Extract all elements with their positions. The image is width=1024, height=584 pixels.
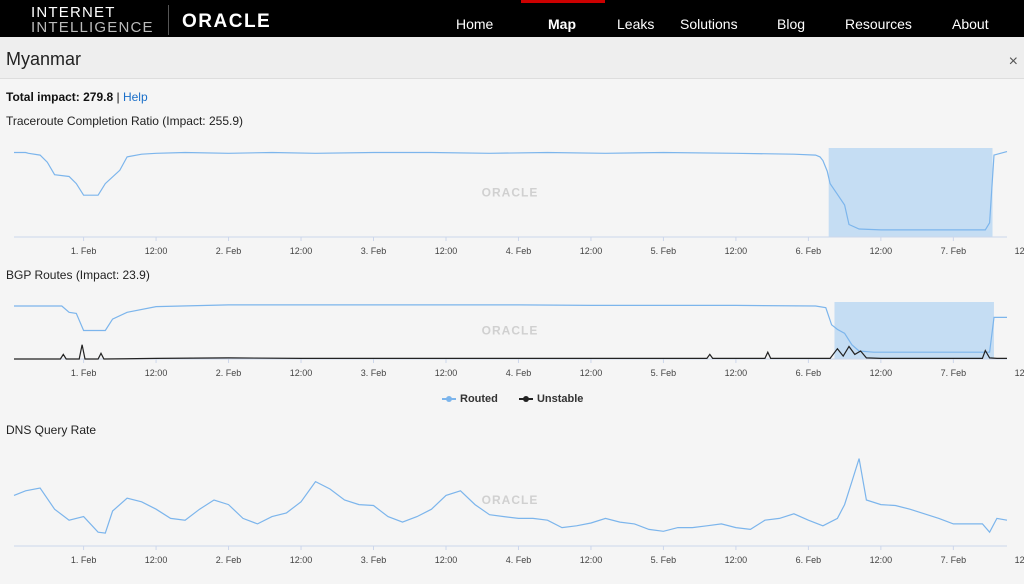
brand-logo[interactable]: INTERNET INTELLIGENCE (31, 5, 154, 35)
help-link[interactable]: Help (122, 90, 148, 104)
x-tick-label: 12:00 (145, 368, 168, 378)
outage-highlight-band (828, 148, 993, 237)
bgp-routes-chart[interactable]: ORACLE 1. Feb 12:00 2. Feb 12:00 3. Feb 12:00 4… (0, 294, 1024, 386)
x-tick-label: 4. Feb (506, 555, 532, 565)
nav-about[interactable]: About (952, 16, 989, 32)
x-tick-label: 6. Feb (796, 368, 822, 378)
x-tick-label: 6. Feb (796, 555, 822, 565)
x-tick-label: 12:00 (290, 555, 313, 565)
legend-routed[interactable]: Routed (442, 393, 498, 405)
outage-highlight-band (834, 302, 994, 359)
oracle-watermark: ORACLE (482, 493, 539, 507)
x-tick-label: 1. Feb (71, 555, 97, 565)
nav-resources[interactable]: Resources (845, 16, 912, 32)
legend-unstable[interactable]: Unstable (518, 393, 584, 405)
x-tick-label: 2. Feb (216, 555, 242, 565)
dns-rate-line[interactable] (13, 458, 1008, 534)
brand-line-1: INTERNET (31, 4, 116, 21)
x-tick-label: 2. Feb (216, 246, 242, 256)
total-impact-label: Total impact: 279.8 (6, 90, 114, 104)
bgp-legend: Routed Unstable (442, 393, 601, 405)
panel-header: Myanmar × (0, 37, 1024, 79)
close-icon[interactable]: × (1008, 53, 1018, 70)
nav-blog[interactable]: Blog (777, 16, 806, 32)
x-tick-label: 12:00 (1015, 555, 1024, 565)
x-tick-label: 6. Feb (796, 246, 822, 256)
traceroute-chart-title: Traceroute Completion Ratio (Impact: 255… (6, 114, 243, 128)
routed-line[interactable] (14, 304, 1007, 353)
x-tick-label: 12:00 (145, 246, 168, 256)
x-tick-label: 7. Feb (941, 555, 967, 565)
routed-line-icon (442, 396, 456, 403)
x-tick-label: 12:00 (870, 246, 893, 256)
oracle-watermark: ORACLE (482, 324, 539, 338)
brand-line-2: INTELLIGENCE (31, 19, 154, 36)
x-tick-label: 12:00 (725, 246, 748, 256)
x-tick-label: 7. Feb (941, 246, 967, 256)
x-tick-label: 5. Feb (651, 555, 677, 565)
traceroute-chart[interactable]: ORACLE 1. Feb 12:00 2. Feb 12:00 3. Feb 12:00 4… (0, 140, 1024, 260)
x-tick-label: 12:00 (1015, 246, 1024, 256)
x-tick-label: 7. Feb (941, 368, 967, 378)
oracle-watermark: ORACLE (482, 186, 539, 200)
summary-separator: | (113, 90, 123, 104)
x-tick-label: 12:00 (435, 246, 458, 256)
x-tick-label: 3. Feb (361, 246, 387, 256)
bgp-chart-title: BGP Routes (Impact: 23.9) (6, 268, 150, 282)
x-tick-label: 5. Feb (651, 246, 677, 256)
dns-query-rate-chart[interactable]: ORACLE 1. Feb 12:00 2. Feb 12:00 3. Feb 12:00 4… (0, 450, 1024, 574)
x-tick-label: 12:00 (1015, 368, 1024, 378)
top-navigation-bar: INTERNET INTELLIGENCE ORACLE Home Map Le… (0, 0, 1024, 37)
x-tick-label: 5. Feb (651, 368, 677, 378)
x-tick-label: 12:00 (145, 555, 168, 565)
nav-leaks[interactable]: Leaks (617, 16, 655, 32)
x-tick-label: 1. Feb (71, 246, 97, 256)
nav-home[interactable]: Home (456, 16, 494, 32)
x-tick-label: 12:00 (580, 555, 603, 565)
x-tick-label: 12:00 (435, 368, 458, 378)
x-tick-label: 12:00 (870, 368, 893, 378)
unstable-line-icon (518, 396, 533, 403)
nav-solutions[interactable]: Solutions (680, 16, 738, 32)
x-tick-label: 12:00 (580, 368, 603, 378)
x-tick-label: 12:00 (290, 368, 313, 378)
x-tick-label: 12:00 (725, 555, 748, 565)
legend-routed-label: Routed (460, 393, 498, 405)
dns-chart-title: DNS Query Rate (6, 423, 97, 437)
x-tick-label: 4. Feb (506, 368, 532, 378)
x-tick-label: 12:00 (580, 246, 603, 256)
x-tick-label: 12:00 (435, 555, 458, 565)
x-tick-label: 12:00 (290, 246, 313, 256)
x-tick-label: 1. Feb (71, 368, 97, 378)
oracle-logo[interactable]: ORACLE (182, 11, 272, 32)
x-tick-label: 3. Feb (361, 368, 387, 378)
x-tick-label: 3. Feb (361, 555, 387, 565)
nav-map[interactable]: Map (548, 16, 576, 32)
x-tick-label: 12:00 (725, 368, 748, 378)
active-nav-indicator (521, 0, 605, 3)
brand-divider (168, 5, 169, 35)
unstable-line[interactable] (14, 344, 1007, 360)
total-impact-summary: Total impact: 279.8 | Help (6, 90, 148, 104)
country-title: Myanmar (6, 49, 82, 69)
x-tick-label: 2. Feb (216, 368, 242, 378)
x-tick-label: 4. Feb (506, 246, 532, 256)
traceroute-line[interactable] (14, 151, 1008, 231)
x-tick-label: 12:00 (870, 555, 893, 565)
legend-unstable-label: Unstable (536, 393, 584, 405)
